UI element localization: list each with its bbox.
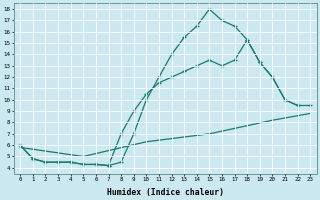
X-axis label: Humidex (Indice chaleur): Humidex (Indice chaleur) [107,188,224,197]
